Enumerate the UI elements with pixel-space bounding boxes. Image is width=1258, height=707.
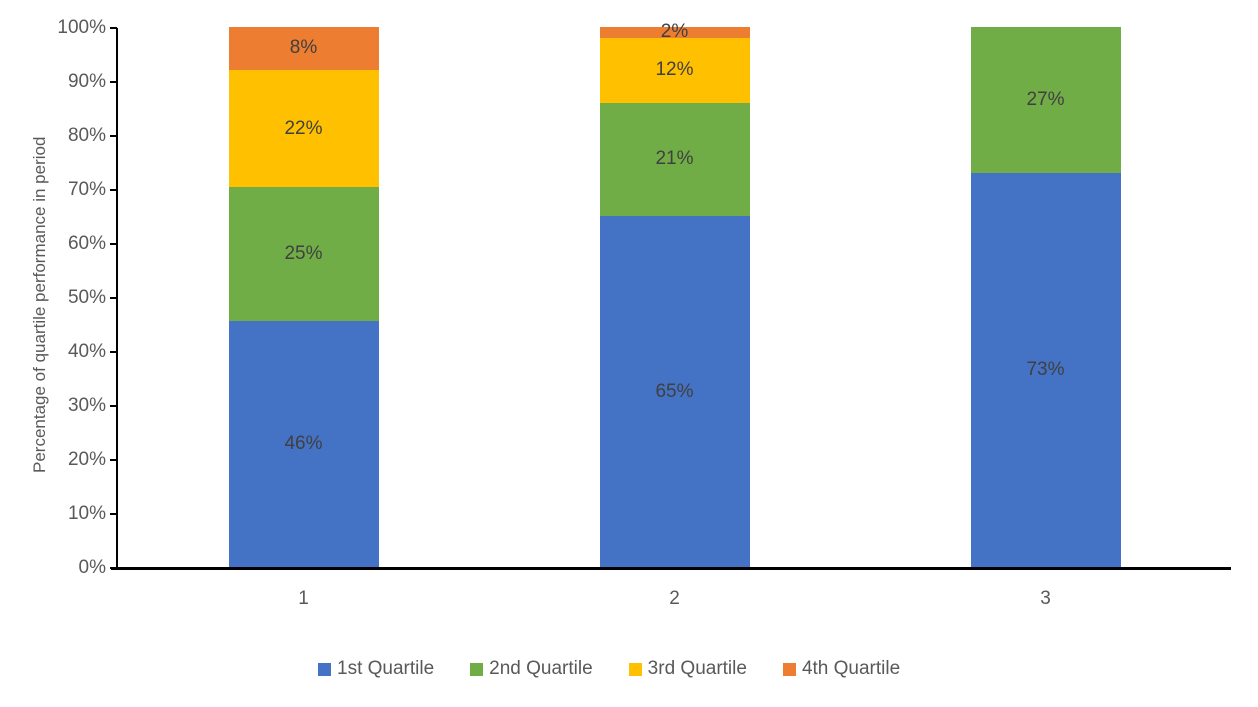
legend: 1st Quartile 2nd Quartile 3rd Quartile 4th … <box>318 658 900 680</box>
y-axis-tick-label: 20% <box>67 449 106 470</box>
y-axis-tick-label: 10% <box>67 503 106 524</box>
legend-swatch-icon <box>782 662 796 676</box>
bar-segment-3rd-quartile: 12% <box>599 37 750 103</box>
bar-segment-3rd-quartile: 22% <box>228 69 379 188</box>
bar-segment-4th-quartile: 2% <box>599 22 750 42</box>
x-category-label: 2 <box>669 588 680 609</box>
bar-data-label: 46% <box>284 433 323 455</box>
bar-data-label: 25% <box>284 243 323 265</box>
y-axis-tick-mark <box>110 243 117 245</box>
y-axis-line <box>116 28 118 570</box>
legend-label: 1st Quartile <box>337 658 435 679</box>
bar-segment-1st-quartile: 65% <box>599 216 750 567</box>
y-axis-tick-label: 0% <box>78 557 106 578</box>
bar-data-label: 8% <box>289 37 318 59</box>
y-axis-tick-label: 100% <box>57 17 106 38</box>
y-axis-tick-mark <box>110 351 117 353</box>
y-axis-tick-mark <box>110 135 117 137</box>
y-axis-tick-mark <box>110 189 117 191</box>
bar-segment-1st-quartile: 73% <box>970 172 1121 567</box>
y-axis-tick-mark <box>110 81 117 83</box>
y-axis-tick-mark <box>110 405 117 407</box>
y-axis-tick-label: 50% <box>67 287 106 308</box>
y-axis-tick-label: 30% <box>67 395 106 416</box>
x-category-label: 1 <box>298 588 309 609</box>
y-axis-tick-mark <box>110 27 117 29</box>
bar-data-label: 12% <box>655 59 694 81</box>
y-axis-tick-mark <box>110 297 117 299</box>
bar-segment-1st-quartile: 46% <box>228 321 379 567</box>
legend-swatch-icon <box>628 662 642 676</box>
bar-segment-2nd-quartile: 27% <box>970 27 1121 173</box>
legend-swatch-icon <box>318 662 331 676</box>
legend-label: 3rd Quartile <box>647 658 747 679</box>
legend-item: 1st Quartile <box>318 658 434 680</box>
bar-segment-2nd-quartile: 21% <box>599 102 750 216</box>
y-axis-tick-mark <box>110 459 117 461</box>
bar-data-label: 2% <box>660 21 689 43</box>
bar-data-label: 65% <box>655 380 694 402</box>
y-axis-tick-mark <box>110 513 117 515</box>
legend-swatch-icon <box>470 662 484 676</box>
x-category-label: 3 <box>1040 588 1051 609</box>
y-axis-tick-label: 80% <box>67 125 106 146</box>
bar-segment-2nd-quartile: 25% <box>228 187 379 322</box>
legend-item: 3rd Quartile <box>628 658 747 680</box>
legend-label: 2nd Quartile <box>489 658 593 679</box>
legend-item: 2nd Quartile <box>470 658 593 680</box>
bar-data-label: 22% <box>284 117 323 139</box>
y-axis-tick-label: 70% <box>67 179 106 200</box>
bar-segment-4th-quartile: 8% <box>228 27 379 70</box>
y-axis-tick-label: 40% <box>67 341 106 362</box>
x-axis-line <box>111 567 1231 570</box>
legend-item: 4th Quartile <box>782 658 901 680</box>
y-axis-tick-label: 90% <box>67 71 106 92</box>
bar-data-label: 27% <box>1026 88 1065 110</box>
bar-data-label: 21% <box>655 148 694 170</box>
bar-data-label: 73% <box>1026 358 1065 380</box>
legend-label: 4th Quartile <box>801 658 901 679</box>
y-axis-tick-label: 60% <box>67 233 106 254</box>
